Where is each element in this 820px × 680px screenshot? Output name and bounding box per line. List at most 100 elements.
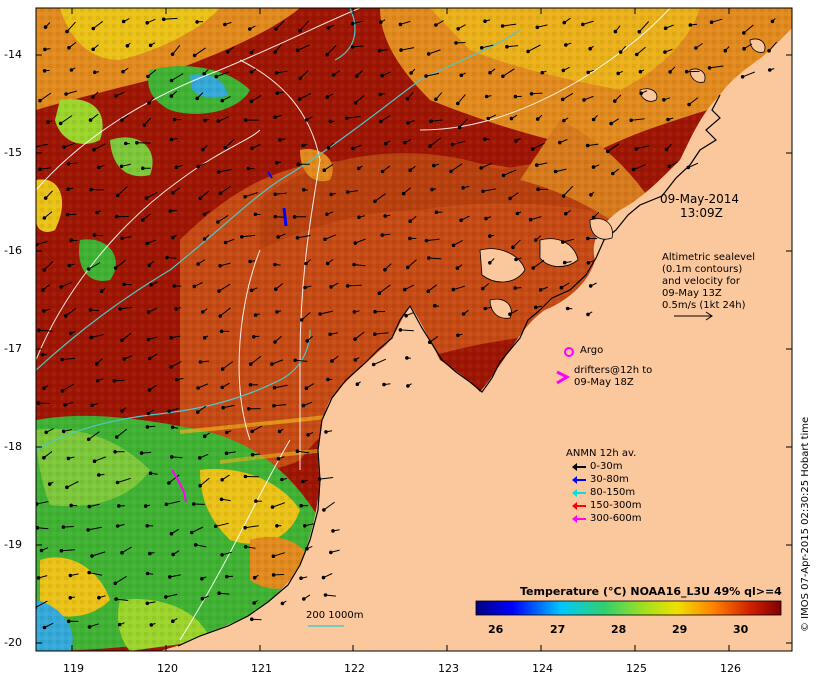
velocity-arrow-head [147,388,152,392]
velocity-arrow [62,383,74,392]
velocity-arrow-head [483,137,487,141]
velocity-arrow-head [479,46,484,50]
velocity-arrow-head [329,192,333,197]
velocity-arrow-head [65,212,70,217]
velocity-arrow-head [352,310,357,314]
velocity-arrow-head [120,118,124,122]
velocity-arrow-head [300,318,304,322]
lat-label: -20 [4,636,22,649]
velocity-arrow-head [196,262,200,266]
velocity-arrow-head [148,551,152,556]
velocity-arrow-head [213,524,218,529]
velocity-arrow [453,285,465,291]
velocity-arrow-head [202,434,207,439]
lon-label: 120 [157,662,178,675]
altimetry-line: 0.5m/s (1kt 24h) [662,300,746,311]
velocity-arrow-head [326,377,330,382]
velocity-arrow-head [117,504,121,508]
velocity-arrow-head [190,530,194,535]
velocity-arrow-head [479,166,484,170]
velocity-arrow-head [250,617,254,622]
velocity-arrow-head [434,23,438,27]
velocity-arrows [36,17,777,630]
velocity-arrow [299,70,309,79]
velocity-arrow-head [304,118,309,122]
velocity-arrow-head [427,256,431,260]
velocity-arrow [768,41,777,52]
velocity-arrow-head [449,169,453,174]
velocity-arrow-head [169,531,174,536]
velocity-arrow-head [533,305,538,310]
velocity-arrow-head [351,146,355,151]
velocity-arrow-head [687,102,691,107]
velocity-arrow [347,284,362,287]
velocity-arrow-head [243,118,248,122]
velocity-arrow-head [145,524,149,528]
velocity-arrow-head [117,622,122,627]
velocity-arrow-head [125,44,130,48]
velocity-arrow [88,431,100,440]
velocity-arrow-head [249,70,254,74]
velocity-arrow-head [69,503,73,508]
velocity-arrow-head [171,235,175,240]
velocity-arrow [563,185,574,197]
velocity-arrow-head [559,285,564,290]
velocity-arrow-head [146,337,151,342]
velocity-arrow-head [553,169,558,174]
velocity-arrow-head [223,240,228,245]
velocity-arrow-head [377,48,382,53]
velocity-arrow [216,71,230,78]
velocity-arrow-head [355,74,359,78]
velocity-arrow-head [218,191,223,196]
velocity-arrow-head [505,44,509,49]
velocity-arrow [117,477,131,483]
velocity-arrow [374,193,386,202]
velocity-arrow-head [171,552,175,557]
velocity-arrow [171,73,184,81]
velocity-arrow-head [561,194,566,198]
velocity-arrow-head [118,307,122,311]
velocity-arrow-head [220,553,224,557]
velocity-arrow-head [170,52,175,57]
velocity-arrow-head [461,186,466,190]
velocity-arrow-head [694,46,698,50]
velocity-arrow [115,259,126,269]
velocity-arrow-head [277,429,282,434]
velocity-arrow-head [560,97,565,102]
velocity-arrow-head [202,237,207,241]
velocity-arrow [43,261,54,271]
velocity-arrow-head [195,410,200,414]
velocity-arrow-head [488,261,492,265]
velocity-arrow-head [406,121,410,125]
velocity-arrow-head [62,145,66,149]
velocity-arrow-head [99,289,104,294]
velocity-arrow-head [663,26,668,31]
velocity-arrow-head [120,550,124,555]
velocity-arrow-head [356,166,361,171]
velocity-arrow [503,169,517,176]
velocity-arrow-head [275,524,279,528]
velocity-arrow-head [91,95,95,99]
velocity-arrow-head [271,554,276,559]
velocity-arrow-head [149,283,153,287]
velocity-arrow-head [89,187,93,192]
anmn-row: 300-600m [572,513,642,524]
lon-label: 123 [438,662,459,675]
velocity-arrow-head [219,329,224,334]
velocity-arrow-head [200,576,204,581]
colorbar-tick: 26 [488,623,504,636]
velocity-arrow-head [68,596,73,600]
velocity-arrow-head [318,312,322,316]
velocity-arrow [555,168,567,173]
velocity-arrow-head [46,120,50,124]
velocity-arrow-head [295,48,300,53]
velocity-arrow-head [638,69,643,74]
velocity-arrow-head [322,508,326,512]
lat-label: -16 [4,244,22,257]
velocity-arrow [373,358,387,365]
velocity-arrow-head [723,48,728,53]
velocity-arrow [62,357,75,361]
lat-label: -19 [4,538,22,551]
velocity-arrow-head [92,233,97,237]
velocity-arrow-head [224,451,229,456]
